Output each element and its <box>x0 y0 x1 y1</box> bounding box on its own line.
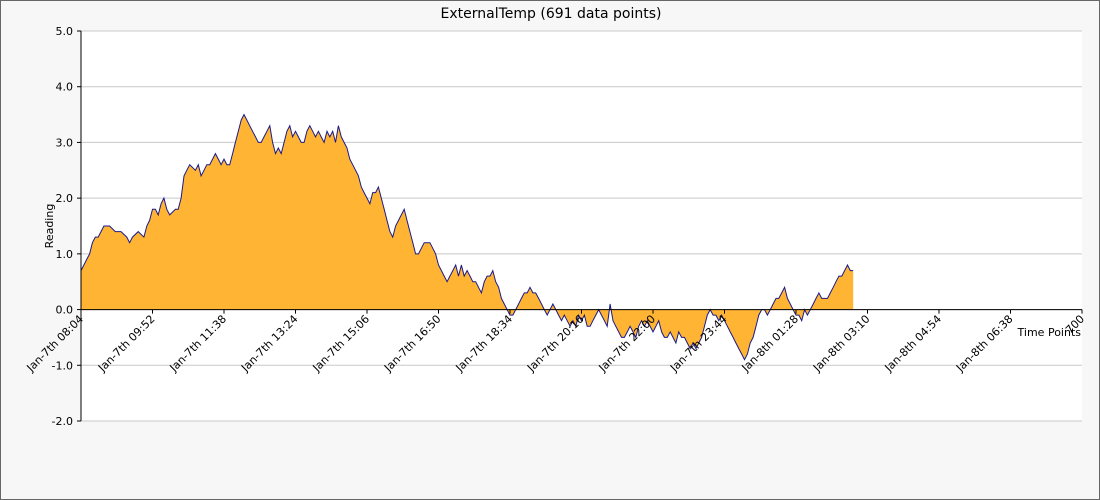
x-axis-title: Time Points <box>1017 326 1082 339</box>
y-tick-label: 2.0 <box>56 192 74 205</box>
y-tick-label: -2.0 <box>52 415 73 428</box>
series-area <box>80 113 854 361</box>
y-tick-label: 4.0 <box>56 81 74 94</box>
series-fill <box>81 114 854 360</box>
y-axis-title: Reading <box>43 204 56 249</box>
y-tick-label: -1.0 <box>52 359 73 372</box>
y-tick-label: 1.0 <box>56 248 74 261</box>
chart-title: ExternalTemp (691 data points) <box>441 6 662 22</box>
series-line <box>80 113 854 361</box>
y-tick-label: 3.0 <box>56 136 74 149</box>
y-tick-label: 5.0 <box>56 25 74 38</box>
y-tick-label: 0.0 <box>56 304 74 317</box>
y-ticks: 5.0 4.0 3.0 2.0 1.0 0.0 -1.0 -2.0 <box>52 25 81 428</box>
